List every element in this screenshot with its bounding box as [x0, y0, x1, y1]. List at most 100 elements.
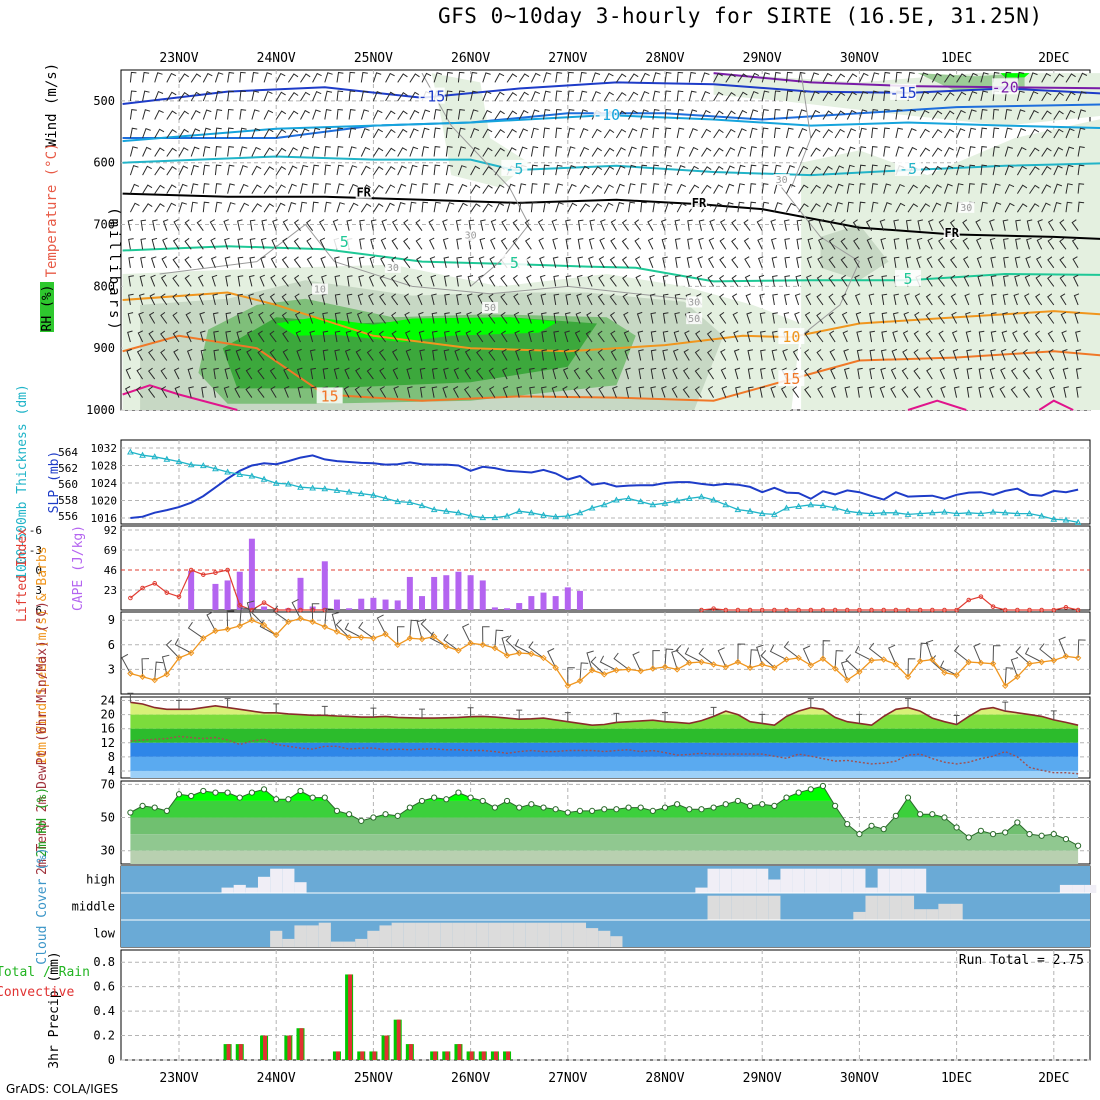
wind-barb: [913, 386, 921, 398]
wind-speed-marker: [491, 644, 499, 652]
thickness-marker: [467, 512, 474, 519]
wind-speed-marker: [418, 635, 426, 643]
wind-barb: [591, 147, 602, 157]
lifted-index-marker: [893, 607, 899, 613]
thickness-marker: [248, 472, 256, 479]
wind-barb: [344, 348, 351, 361]
date-label-bottom: 27NOV: [548, 1071, 587, 1086]
wind-barb: [816, 349, 824, 361]
surface-wind-barb: [141, 658, 150, 677]
wind-barb: [275, 184, 286, 194]
wind-barb: [178, 165, 189, 176]
wind-barb: [421, 72, 432, 83]
thickness-marker: [965, 509, 973, 516]
wind-barb: [610, 330, 617, 343]
thickness-marker: [771, 510, 778, 517]
wind-barb: [962, 237, 970, 250]
rh-marker: [576, 807, 584, 814]
wind-barb: [237, 293, 243, 305]
wind-barb: [360, 109, 370, 120]
wind-barb: [907, 146, 918, 157]
wind-barb: [931, 91, 943, 102]
wind-barb: [154, 166, 165, 176]
upper-ylabel-pressure: (millibars): [106, 207, 122, 333]
cloud-cell-low: [355, 938, 368, 947]
wind-barb: [992, 202, 1002, 213]
wind-barb: [397, 128, 408, 139]
wind-barb: [269, 367, 277, 380]
wind-barb: [598, 386, 605, 398]
thickness-tick: 562: [58, 462, 78, 475]
wind-barb: [1059, 256, 1067, 269]
wind-barb: [429, 256, 436, 268]
cloud-cell-low: [452, 922, 465, 947]
wind-ylabel: 10m Wind Speed (m/s) & Barbs: [35, 546, 50, 765]
wind-barb: [828, 275, 836, 287]
rh-marker: [795, 789, 802, 796]
wind-barb: [701, 109, 711, 120]
wind-barb: [541, 330, 547, 343]
wind-barb: [713, 184, 724, 194]
wind-barb: [138, 311, 144, 324]
wind-barb: [482, 166, 493, 176]
wind-barb: [846, 164, 855, 176]
wind-barb: [1004, 183, 1015, 194]
contour-label-bg: [686, 313, 703, 325]
wind-barb: [257, 349, 265, 361]
wind-barb: [810, 128, 821, 139]
wind-barb: [579, 146, 590, 157]
wind-barb: [879, 386, 886, 398]
wind-barb: [530, 201, 538, 213]
wind-barb: [598, 256, 605, 269]
wind-barb: [224, 256, 231, 268]
wind-barb: [829, 330, 836, 343]
rh-marker: [1026, 831, 1033, 838]
wind-barb: [418, 311, 424, 324]
wind-barb: [761, 127, 769, 139]
wind-barb: [308, 311, 315, 324]
wind-barb: [830, 386, 837, 398]
wind-barb: [1062, 367, 1069, 380]
wind-barb: [652, 90, 660, 102]
wind-barb: [992, 164, 1000, 176]
wind-barb: [530, 183, 538, 194]
wind-barb: [1041, 72, 1052, 83]
wind-barb: [761, 109, 769, 120]
wind-barb: [968, 146, 976, 157]
wind-barb: [684, 330, 690, 343]
wind-barb: [907, 128, 917, 139]
wind-barb: [834, 73, 846, 83]
rh-marker: [965, 834, 972, 841]
wind-barb: [746, 330, 753, 343]
wind-barb: [1060, 311, 1067, 324]
wind-barb: [968, 109, 977, 120]
wind-barb: [212, 312, 219, 324]
wind-barb: [919, 72, 929, 83]
wind-barb: [553, 293, 560, 305]
precip-convective-bar: [445, 1051, 450, 1060]
wind-barb: [926, 386, 933, 398]
wind-barb: [803, 367, 812, 380]
wind-barb: [865, 219, 873, 231]
wind-barb: [445, 108, 453, 120]
wind-barb: [322, 312, 328, 324]
wind-barb: [1041, 91, 1052, 102]
thickness-marker: [528, 509, 535, 516]
wind-barb: [718, 275, 727, 287]
wind-barb: [417, 293, 423, 306]
wind-barb: [937, 275, 945, 287]
wind-barb: [591, 91, 601, 102]
wind-barb: [938, 330, 945, 343]
wind-barb: [895, 202, 906, 213]
rh-tick: 50: [101, 811, 115, 825]
precip-tick: 0: [108, 1053, 115, 1067]
wind-barb: [567, 71, 574, 83]
surface-wind-barb: [174, 638, 192, 654]
wind-barb: [1075, 367, 1082, 380]
wind-barb: [1065, 146, 1075, 157]
surface-wind-barb: [376, 614, 387, 635]
wind-barb: [494, 110, 505, 120]
wind-barb: [248, 293, 254, 306]
wind-barb: [761, 72, 770, 83]
wind-barb: [990, 349, 996, 361]
